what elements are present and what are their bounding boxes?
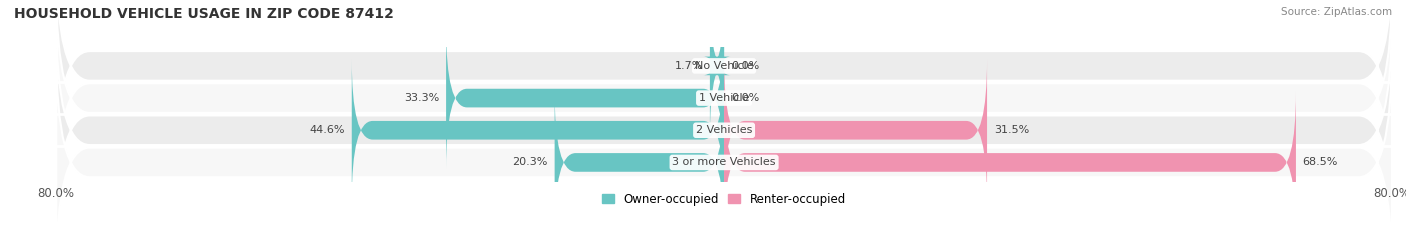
Text: 3 or more Vehicles: 3 or more Vehicles xyxy=(672,158,776,168)
FancyBboxPatch shape xyxy=(724,91,1296,233)
Text: 1.7%: 1.7% xyxy=(675,61,703,71)
FancyBboxPatch shape xyxy=(724,59,987,201)
Text: 44.6%: 44.6% xyxy=(309,125,344,135)
FancyBboxPatch shape xyxy=(352,59,724,201)
Text: 31.5%: 31.5% xyxy=(994,125,1029,135)
Text: 33.3%: 33.3% xyxy=(404,93,440,103)
FancyBboxPatch shape xyxy=(56,0,1392,212)
Text: No Vehicle: No Vehicle xyxy=(695,61,754,71)
Text: 2 Vehicles: 2 Vehicles xyxy=(696,125,752,135)
Text: HOUSEHOLD VEHICLE USAGE IN ZIP CODE 87412: HOUSEHOLD VEHICLE USAGE IN ZIP CODE 8741… xyxy=(14,7,394,21)
FancyBboxPatch shape xyxy=(446,27,724,169)
Text: 68.5%: 68.5% xyxy=(1302,158,1339,168)
Text: 20.3%: 20.3% xyxy=(513,158,548,168)
FancyBboxPatch shape xyxy=(56,0,1392,180)
FancyBboxPatch shape xyxy=(56,48,1392,233)
FancyBboxPatch shape xyxy=(703,0,731,137)
Text: 1 Vehicle: 1 Vehicle xyxy=(699,93,749,103)
Text: 0.0%: 0.0% xyxy=(731,93,759,103)
Text: 0.0%: 0.0% xyxy=(731,61,759,71)
Legend: Owner-occupied, Renter-occupied: Owner-occupied, Renter-occupied xyxy=(602,192,846,206)
FancyBboxPatch shape xyxy=(554,91,724,233)
Text: Source: ZipAtlas.com: Source: ZipAtlas.com xyxy=(1281,7,1392,17)
FancyBboxPatch shape xyxy=(56,16,1392,233)
